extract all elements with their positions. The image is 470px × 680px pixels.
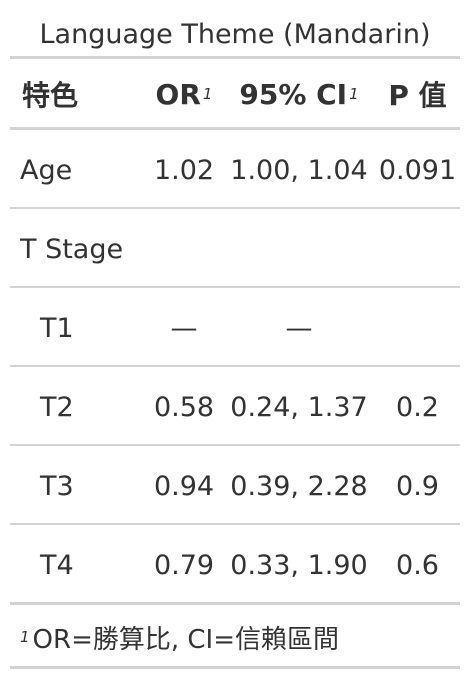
bottom-rule (10, 602, 460, 605)
row-ci: 0.39, 2.28 (230, 470, 368, 502)
header-characteristic: 特色 (22, 79, 79, 112)
header-row: 特色 OR 1 95% CI 1 P 值 (10, 56, 460, 132)
table-footnote: 1 OR=勝算比, CI=信賴區間 (20, 615, 339, 659)
row-p: 0.9 (396, 470, 439, 502)
row-divider (10, 286, 460, 288)
row-or: — (170, 312, 198, 344)
row-ci: 1.00, 1.04 (230, 154, 368, 186)
table-row: T1 — — (10, 290, 460, 366)
row-ci: 0.24, 1.37 (230, 391, 368, 423)
table-row: T3 0.94 0.39, 2.28 0.9 (10, 448, 460, 524)
row-divider (10, 523, 460, 525)
header-ci: 95% CI 1 (239, 77, 359, 111)
header-p: P 值 (388, 79, 447, 112)
table-row: T4 0.79 0.33, 1.90 0.6 (10, 527, 460, 603)
row-p: 0.6 (396, 549, 439, 581)
table-title: Language Theme (Mandarin) (39, 19, 431, 50)
row-p: 0.091 (378, 154, 457, 186)
table-row: T Stage (10, 211, 460, 287)
row-label: T4 (40, 549, 74, 581)
table-row: T2 0.58 0.24, 1.37 0.2 (10, 369, 460, 445)
row-divider (10, 207, 460, 209)
row-p: 0.2 (396, 391, 439, 423)
row-label: T1 (40, 312, 74, 344)
row-label: T3 (40, 470, 74, 502)
row-label: Age (20, 154, 73, 186)
row-or: 1.02 (153, 154, 215, 186)
row-ci: 0.33, 1.90 (230, 549, 368, 581)
footnote-text: OR=勝算比, CI=信賴區間 (32, 624, 339, 655)
top-rule (10, 56, 460, 59)
row-label: T2 (40, 391, 74, 423)
footer-rule (10, 666, 460, 669)
header-or: OR 1 (155, 77, 213, 111)
row-divider (10, 444, 460, 446)
row-ci: — (285, 312, 313, 344)
row-label: T Stage (20, 233, 124, 265)
row-or: 0.79 (153, 549, 215, 581)
row-or: 0.58 (153, 391, 215, 423)
table-row: Age 1.02 1.00, 1.04 0.091 (10, 132, 460, 208)
row-or: 0.94 (153, 470, 215, 502)
row-divider (10, 365, 460, 367)
header-rule (10, 127, 460, 130)
